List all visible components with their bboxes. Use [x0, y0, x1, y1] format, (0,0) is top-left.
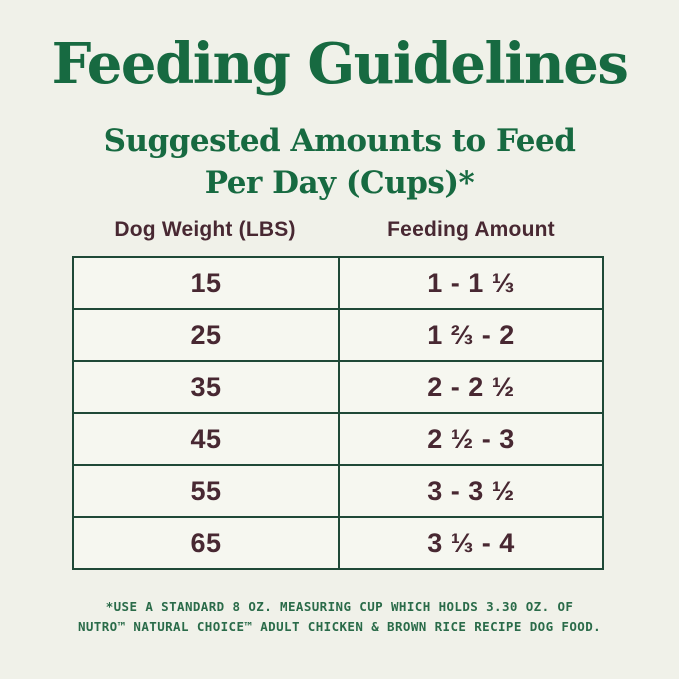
- subtitle-line-1: Suggested Amounts to Feed: [103, 123, 576, 159]
- weight-cell: 65: [190, 527, 222, 558]
- subtitle-line-2: Per Day (Cups)*: [204, 165, 475, 201]
- amount-cell: 2 - 2 ½: [338, 362, 602, 412]
- amount-cell: 1 - 1 ⅓: [338, 258, 602, 308]
- table-row: 55 3 - 3 ½: [74, 464, 602, 516]
- weight-cell: 25: [190, 319, 222, 350]
- table-row: 45 2 ½ - 3: [74, 412, 602, 464]
- footnote-line-2: NUTRO™ NATURAL CHOICE™ ADULT CHICKEN & B…: [77, 619, 602, 634]
- weight-cell: 45: [190, 423, 222, 454]
- table-row: 25 1 ⅔ - 2: [74, 308, 602, 360]
- amount-cell: 1 ⅔ - 2: [338, 310, 602, 360]
- measuring-cup-footnote: *USE A STANDARD 8 OZ. MEASURING CUP WHIC…: [0, 597, 679, 637]
- weight-cell: 55: [190, 475, 222, 506]
- footnote-line-1: *USE A STANDARD 8 OZ. MEASURING CUP WHIC…: [105, 599, 574, 614]
- table-row: 65 3 ⅓ - 4: [74, 516, 602, 568]
- table-row: 15 1 - 1 ⅓: [74, 258, 602, 308]
- column-header-feeding-amount: Feeding Amount: [387, 218, 555, 241]
- amount-cell: 2 ½ - 3: [338, 414, 602, 464]
- weight-cell: 15: [190, 267, 222, 298]
- amount-cell: 3 ⅓ - 4: [338, 518, 602, 568]
- page-title: Feeding Guidelines: [51, 31, 629, 97]
- table-row: 35 2 - 2 ½: [74, 360, 602, 412]
- weight-cell: 35: [190, 371, 222, 402]
- amount-cell: 3 - 3 ½: [338, 466, 602, 516]
- feeding-table: 15 1 - 1 ⅓ 25 1 ⅔ - 2 35 2 - 2 ½ 45 2 ½ …: [72, 256, 604, 570]
- table-column-headers: Dog Weight (LBS) Feeding Amount: [72, 218, 604, 242]
- page-subtitle: Suggested Amounts to Feed Per Day (Cups)…: [0, 120, 679, 204]
- column-header-dog-weight: Dog Weight (LBS): [114, 218, 296, 241]
